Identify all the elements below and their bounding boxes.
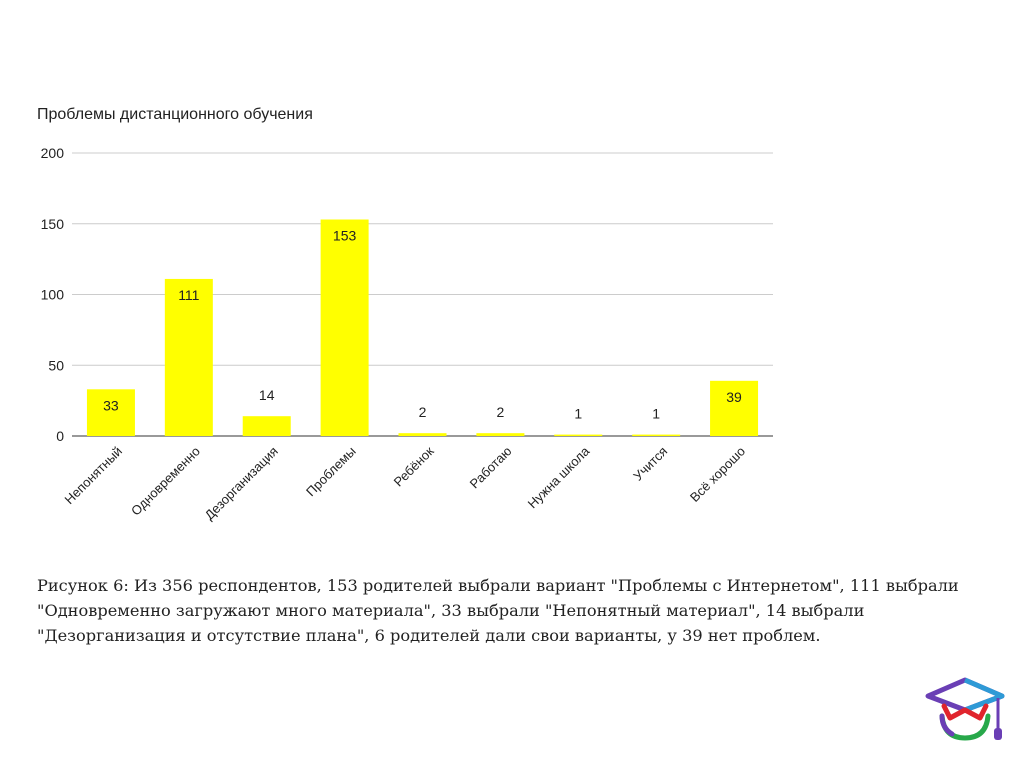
graduation-cap-logo-icon xyxy=(925,677,1005,741)
bar xyxy=(476,433,525,436)
data-label: 1 xyxy=(574,406,582,422)
y-tick-label: 150 xyxy=(41,216,65,232)
y-tick-label: 50 xyxy=(48,357,64,373)
x-category-label: Работаю xyxy=(467,443,515,491)
y-tick-label: 200 xyxy=(41,145,65,161)
bar xyxy=(164,278,213,436)
data-label: 2 xyxy=(419,404,427,420)
data-label: 39 xyxy=(726,389,742,405)
bar-chart: 0 50 100 150 200 33 Непонятный 111 Одновременно 1… xyxy=(41,145,773,523)
bar xyxy=(398,433,447,436)
y-tick-label: 100 xyxy=(41,287,65,303)
data-label: 153 xyxy=(333,228,357,244)
bar xyxy=(710,380,759,436)
data-label: 33 xyxy=(103,397,119,413)
x-category-label: Непонятный xyxy=(62,444,126,508)
bar xyxy=(554,434,603,436)
bar xyxy=(242,416,291,436)
y-tick-label: 0 xyxy=(56,428,64,444)
data-label: 1 xyxy=(652,406,660,422)
x-category-label: Проблемы xyxy=(303,444,359,500)
data-label: 111 xyxy=(178,287,199,303)
x-category-label: Нужна школа xyxy=(525,443,593,511)
x-category-label: Одновременно xyxy=(128,444,203,519)
x-category-label: Ребёнок xyxy=(391,443,437,489)
x-category-label: Учится xyxy=(630,444,670,484)
bar xyxy=(632,434,681,436)
bars xyxy=(86,219,759,436)
data-label: 14 xyxy=(259,387,275,403)
labels: 0 50 100 150 200 33 Непонятный 111 Одновременно 1… xyxy=(41,145,749,523)
figure-caption: Рисунок 6: Из 356 респондентов, 153 роди… xyxy=(37,576,959,645)
chart-title: Проблемы дистанционного обучения xyxy=(37,106,313,123)
data-label: 2 xyxy=(496,404,504,420)
bar xyxy=(320,219,369,436)
x-category-label: Дезорганизация xyxy=(202,444,281,523)
bar xyxy=(86,389,135,436)
x-category-label: Всё хорошо xyxy=(687,444,748,505)
